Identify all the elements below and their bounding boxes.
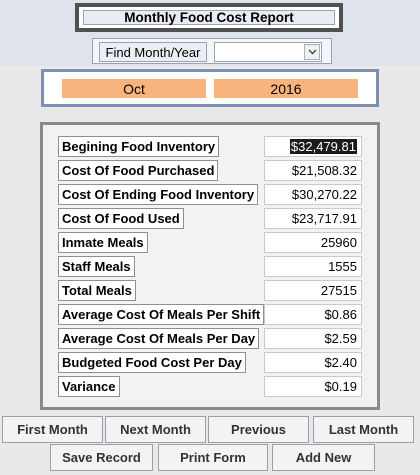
month-field[interactable]: Oct bbox=[62, 79, 206, 98]
row-value: $32,479.81 bbox=[289, 139, 357, 154]
row-label: Staff Meals bbox=[58, 256, 135, 277]
period-display: Oct 2016 bbox=[41, 69, 379, 107]
row-budgeted-cost-per-day: Budgeted Food Cost Per Day $2.40 bbox=[58, 352, 362, 373]
row-label: Average Cost Of Meals Per Day bbox=[58, 328, 260, 349]
row-value-field[interactable]: $2.59 bbox=[264, 328, 362, 349]
row-value-field[interactable]: $30,270.22 bbox=[264, 184, 362, 205]
row-label: Total Meals bbox=[58, 280, 136, 301]
row-value: $23,717.91 bbox=[291, 211, 357, 226]
add-new-button[interactable]: Add New bbox=[272, 444, 375, 471]
row-food-purchased: Cost Of Food Purchased $21,508.32 bbox=[58, 160, 362, 181]
row-label: Cost Of Food Used bbox=[58, 208, 184, 229]
row-value-field[interactable]: 27515 bbox=[264, 280, 362, 301]
report-title: Monthly Food Cost Report bbox=[83, 10, 335, 25]
row-value-field[interactable]: $32,479.81 bbox=[264, 136, 362, 157]
row-value-field[interactable]: $21,508.32 bbox=[264, 160, 362, 181]
row-label: Average Cost Of Meals Per Shift bbox=[58, 304, 265, 325]
previous-button[interactable]: Previous bbox=[208, 416, 309, 443]
find-month-year-group: Find Month/Year bbox=[92, 38, 332, 64]
row-staff-meals: Staff Meals 1555 bbox=[58, 256, 362, 277]
row-label: Inmate Meals bbox=[58, 232, 148, 253]
row-value-field[interactable]: $0.86 bbox=[264, 304, 362, 325]
row-value: $0.19 bbox=[324, 379, 357, 394]
print-form-button[interactable]: Print Form bbox=[158, 444, 268, 471]
row-label: Begining Food Inventory bbox=[58, 136, 220, 157]
row-ending-inventory: Cost Of Ending Food Inventory $30,270.22 bbox=[58, 184, 362, 205]
report-panel: Begining Food Inventory $32,479.81 Cost … bbox=[40, 122, 380, 410]
row-food-used: Cost Of Food Used $23,717.91 bbox=[58, 208, 362, 229]
row-label: Variance bbox=[58, 376, 120, 397]
row-value-field[interactable]: $2.40 bbox=[264, 352, 362, 373]
row-value: $30,270.22 bbox=[291, 187, 357, 202]
row-value: $2.59 bbox=[324, 331, 357, 346]
row-inmate-meals: Inmate Meals 25960 bbox=[58, 232, 362, 253]
first-month-button[interactable]: First Month bbox=[2, 416, 103, 443]
row-value: $21,508.32 bbox=[291, 163, 357, 178]
row-value-field[interactable]: $0.19 bbox=[264, 376, 362, 397]
row-beginning-inventory: Begining Food Inventory $32,479.81 bbox=[58, 136, 362, 157]
year-field[interactable]: 2016 bbox=[214, 79, 358, 98]
find-month-year-combo[interactable] bbox=[214, 42, 322, 62]
last-month-button[interactable]: Last Month bbox=[313, 416, 414, 443]
row-avg-cost-per-day: Average Cost Of Meals Per Day $2.59 bbox=[58, 328, 362, 349]
row-label: Cost Of Ending Food Inventory bbox=[58, 184, 259, 205]
row-value: 1555 bbox=[328, 259, 357, 274]
chevron-down-icon bbox=[308, 49, 316, 55]
row-value: $2.40 bbox=[324, 355, 357, 370]
save-record-button[interactable]: Save Record bbox=[50, 444, 153, 471]
row-value-field[interactable]: 25960 bbox=[264, 232, 362, 253]
row-label: Cost Of Food Purchased bbox=[58, 160, 219, 181]
row-value: 27515 bbox=[320, 283, 357, 298]
row-value: $0.86 bbox=[324, 307, 357, 322]
row-avg-cost-per-shift: Average Cost Of Meals Per Shift $0.86 bbox=[58, 304, 362, 325]
row-total-meals: Total Meals 27515 bbox=[58, 280, 362, 301]
row-variance: Variance $0.19 bbox=[58, 376, 362, 397]
find-month-year-label: Find Month/Year bbox=[99, 42, 207, 62]
row-label: Budgeted Food Cost Per Day bbox=[58, 352, 246, 373]
row-value-field[interactable]: $23,717.91 bbox=[264, 208, 362, 229]
report-title-frame: Monthly Food Cost Report bbox=[75, 3, 343, 32]
row-value-field[interactable]: 1555 bbox=[264, 256, 362, 277]
row-value: 25960 bbox=[320, 235, 357, 250]
combo-dropdown-button[interactable] bbox=[304, 44, 320, 60]
next-month-button[interactable]: Next Month bbox=[105, 416, 206, 443]
